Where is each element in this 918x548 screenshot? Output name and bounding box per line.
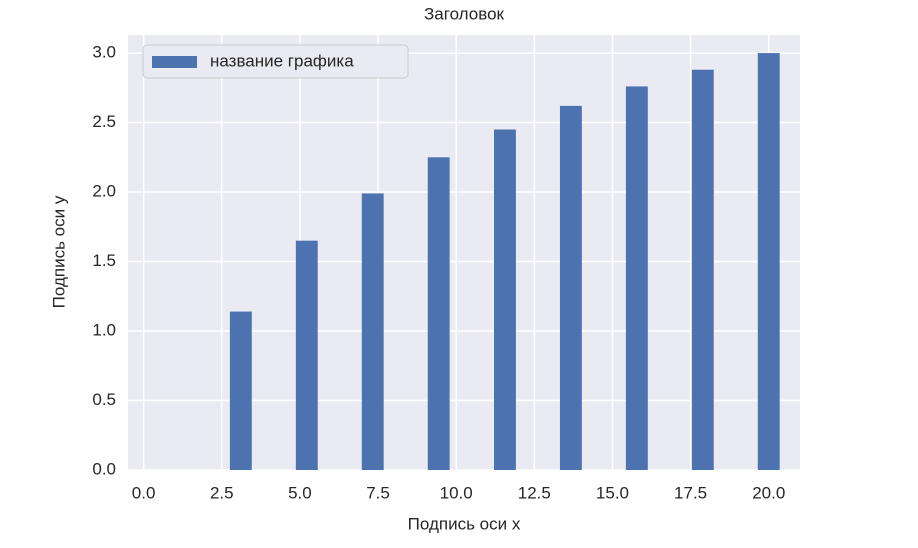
y-tick-label: 2.0 [92, 182, 116, 201]
legend-box [142, 44, 409, 79]
x-tick-label: 10.0 [440, 483, 473, 502]
x-tick-label: 17.5 [674, 483, 707, 502]
x-tick-label: 20.0 [752, 483, 785, 502]
chart-title: Заголовок [424, 4, 504, 23]
x-tick-label: 15.0 [596, 483, 629, 502]
y-tick-label: 2.5 [92, 112, 116, 131]
y-tick-label: 3.0 [92, 43, 116, 62]
legend-swatch [152, 56, 197, 68]
x-tick-label: 0.0 [132, 483, 156, 502]
bar [427, 157, 450, 470]
bar [494, 129, 516, 470]
y-tick-label: 0.5 [92, 390, 116, 409]
bar [295, 240, 318, 470]
legend-label: название графика [210, 51, 354, 70]
y-tick-label: 0.0 [92, 459, 116, 478]
bar [757, 53, 780, 471]
x-axis-label: Подпись оси x [408, 514, 521, 533]
y-tick-label: 1.5 [92, 251, 116, 270]
x-tick-label: 7.5 [366, 483, 390, 502]
bar [559, 105, 582, 470]
y-tick-label: 1.0 [92, 321, 116, 340]
bar [361, 193, 384, 470]
x-tick-label: 2.5 [210, 483, 234, 502]
bar [625, 86, 648, 470]
bar [229, 311, 252, 470]
y-axis-label: Подпись оси y [49, 195, 68, 308]
bar [691, 69, 714, 470]
x-tick-label: 12.5 [518, 483, 551, 502]
x-tick-label: 5.0 [288, 483, 312, 502]
